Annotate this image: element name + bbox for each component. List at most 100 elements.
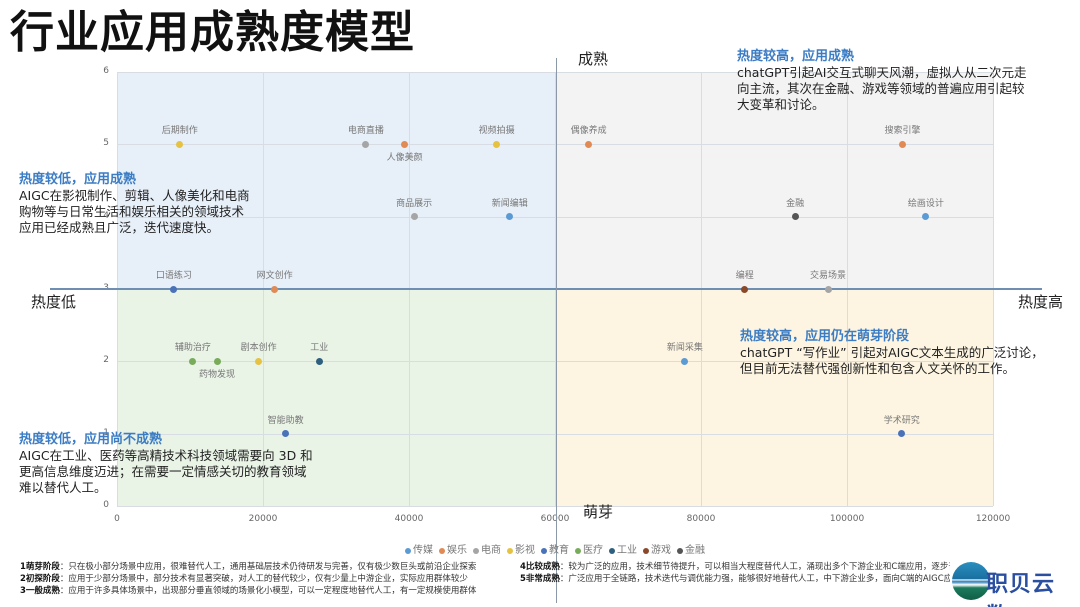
grid-line-horizontal	[117, 216, 993, 218]
legend-item: 游戏	[643, 541, 671, 556]
data-point	[898, 140, 906, 148]
quadrant-line: 购物等与日常生活和娱乐相关的领域技术	[19, 204, 245, 219]
quadrant-top-left-bg	[117, 72, 555, 289]
quadrant-heading: 热度较高，应用成熟	[737, 49, 855, 64]
quadrant-line: AIGC在工业、医药等高精技术科技领域需要向 3D 和	[19, 448, 313, 463]
data-point	[282, 430, 290, 438]
footnote-4: 4比较成熟：较为广泛的应用，技术细节待提升，可以相当大程度替代人工，涌现出多个下…	[520, 562, 950, 572]
y-tick-label: 4	[103, 210, 109, 221]
quadrant-line: chatGPT “写作业” 引起对AIGC文本生成的广泛讨论，	[740, 345, 1044, 360]
legend-swatch-icon	[609, 547, 615, 554]
footnote-5: 5非常成熟：广泛应用于全链路，技术迭代与调优能力强，能够很好地替代人工，中下游企…	[520, 574, 950, 584]
data-point-label: 新闻编辑	[491, 198, 528, 209]
data-point	[362, 140, 370, 148]
x-tick-label: 100000	[829, 514, 865, 524]
data-point-label: 工业	[310, 343, 329, 354]
legend-item: 影视	[507, 541, 535, 556]
quadrant-line: 难以替代人工。	[19, 480, 107, 495]
x-tick-label: 60000	[540, 514, 570, 524]
grid-line-horizontal	[117, 506, 993, 507]
quadrant-heading: 热度较低，应用成熟	[19, 172, 137, 187]
footnote-2: 2初探阶段：应用于少部分场景中，部分技术有显著突破，对人工的替代较少，仅有少量上…	[20, 574, 468, 584]
y-tick-label: 0	[103, 500, 109, 510]
data-point-label: 网文创作	[256, 271, 293, 281]
legend-item: 电商	[473, 541, 501, 556]
data-point	[315, 357, 323, 365]
data-point-label: 辅助治疗	[174, 343, 211, 354]
legend-label: 金融	[685, 545, 705, 556]
data-point-label: 搜索引擎	[884, 126, 921, 137]
legend-label: 教育	[549, 545, 569, 556]
quadrant-bottom-right-bg	[555, 289, 993, 506]
data-point-label: 金融	[786, 198, 805, 209]
footnotes-left: 1萌芽阶段：只在极小部分场景中应用，很难替代人工，通用基础层技术仍待研发与完善，…	[20, 561, 476, 597]
legend-swatch-icon	[575, 547, 581, 554]
data-point	[741, 285, 749, 293]
data-point-label: 绘画设计	[907, 198, 944, 209]
x-tick-label: 0	[114, 514, 120, 524]
quadrant-bottom-right-note: 热度较高，应用仍在萌芽阶段 chatGPT “写作业” 引起对AIGC文本生成的…	[740, 329, 1044, 377]
quadrant-line: AIGC在影视制作、剪辑、人像美化和电商	[19, 188, 250, 203]
y-tick-label: 2	[103, 355, 109, 366]
label-sprout: 萌芽	[583, 503, 614, 521]
data-point-label: 智能助教	[267, 415, 304, 426]
legend-swatch-icon	[439, 547, 445, 554]
grid-line-horizontal	[117, 433, 993, 435]
data-point-label: 偶像养成	[570, 126, 607, 137]
chart-legend: 传媒 娱乐 电商 影视 教育 医疗 工业 游戏 金融	[0, 541, 1080, 556]
data-point	[493, 140, 501, 148]
legend-item: 工业	[609, 541, 637, 556]
data-point	[585, 140, 593, 148]
footnote-1: 1萌芽阶段：只在极小部分场景中应用，很难替代人工，通用基础层技术仍待研发与完善，…	[20, 562, 477, 572]
quadrant-top-right-note: 热度较高，应用成熟 chatGPT引起AI交互式聊天风潮，虚拟人从二次元走 向主…	[737, 49, 1026, 113]
label-mature: 成熟	[578, 50, 609, 68]
legend-label: 工业	[617, 545, 637, 556]
data-point-label: 电商直播	[347, 126, 384, 137]
page-title: 行业应用成熟度模型	[10, 7, 415, 58]
legend-label: 影视	[515, 545, 535, 556]
quadrant-heading: 热度较高，应用仍在萌芽阶段	[740, 329, 910, 344]
x-tick-label: 120000	[975, 514, 1011, 524]
quadrant-line: 大变革和讨论。	[737, 97, 825, 112]
maturity-axis-line	[556, 58, 557, 603]
legend-swatch-icon	[507, 547, 513, 554]
quadrant-line: 但目前无法替代强创新性和包含人文关怀的工作。	[740, 361, 1016, 376]
quadrant-line: chatGPT引起AI交互式聊天风潮，虚拟人从二次元走	[737, 65, 1027, 80]
data-point	[791, 213, 799, 221]
y-tick-label: 6	[103, 66, 109, 76]
quadrant-heading: 热度较低，应用尚不成熟	[19, 432, 163, 447]
x-tick-label: 80000	[686, 514, 716, 524]
data-point	[824, 285, 832, 293]
y-tick-label: 1	[103, 427, 109, 438]
data-point-label: 新闻采集	[666, 343, 703, 354]
data-point	[255, 357, 263, 365]
label-heat-high: 热度高	[1018, 293, 1064, 311]
legend-label: 传媒	[413, 545, 433, 556]
data-point-label: 交易场景	[810, 271, 847, 281]
legend-item: 医疗	[575, 541, 603, 556]
legend-item: 金融	[677, 541, 705, 556]
data-point	[213, 357, 221, 365]
data-point-label: 后期制作	[161, 126, 198, 137]
legend-swatch-icon	[677, 547, 683, 554]
quadrant-top-left-note: 热度较低，应用成熟 AIGC在影视制作、剪辑、人像美化和电商 购物等与日常生活和…	[19, 172, 250, 236]
quadrant-line: 更高信息维度迈进；在需要一定情感关切的教育领域	[19, 464, 307, 479]
legend-label: 娱乐	[447, 545, 467, 556]
x-tick-label: 40000	[394, 514, 424, 524]
data-point	[170, 285, 178, 293]
data-point-label: 剧本创作	[240, 343, 277, 354]
legend-item: 传媒	[405, 541, 433, 556]
data-point	[176, 140, 184, 148]
label-heat-low: 热度低	[31, 293, 77, 311]
legend-swatch-icon	[643, 547, 649, 554]
x-tick-label: 20000	[248, 514, 278, 524]
data-point	[922, 213, 930, 221]
legend-item: 教育	[541, 541, 569, 556]
data-point	[189, 357, 197, 365]
wave-logo-icon	[952, 562, 990, 600]
data-point	[410, 213, 418, 221]
legend-item: 娱乐	[439, 541, 467, 556]
footnote-3: 3一般成熟：应用于许多具体场景中，出现部分垂直领域的场景化小模型，可以一定程度地…	[20, 586, 477, 596]
legend-label: 游戏	[651, 545, 671, 556]
